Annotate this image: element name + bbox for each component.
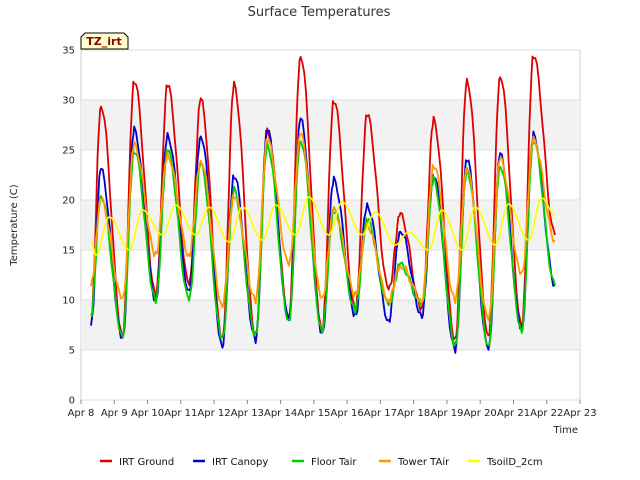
x-tick-label: Apr 21 — [497, 408, 530, 419]
legend-item: Floor Tair — [292, 457, 357, 468]
legend-label: Tower TAir — [397, 457, 450, 468]
legend-item: IRT Canopy — [193, 457, 268, 468]
series-layer — [90, 55, 556, 354]
x-tick-label: Apr 8 — [68, 408, 95, 419]
chart-title: Surface Temperatures — [248, 5, 391, 20]
x-tick-label: Apr 11 — [164, 408, 197, 419]
tz-irt-badge: TZ_irt — [80, 32, 129, 50]
legend-item: Tower TAir — [379, 457, 450, 468]
y-tick-label: 15 — [62, 246, 75, 257]
x-tick-label: Apr 16 — [331, 408, 364, 419]
y-tick-label: 10 — [62, 296, 75, 307]
series-line-tsoild-2cm — [90, 196, 556, 256]
series-line-tower-tair — [90, 133, 556, 322]
legend-item: IRT Ground — [100, 457, 174, 468]
x-tick-label: Apr 15 — [297, 408, 330, 419]
legend-label: IRT Ground — [119, 457, 174, 468]
x-tick-label: Apr 20 — [464, 408, 497, 419]
y-tick-label: 25 — [62, 146, 75, 157]
x-tick-label: Apr 18 — [397, 408, 430, 419]
x-tick-label: Apr 10 — [131, 408, 164, 419]
x-tick-label: Apr 17 — [364, 408, 397, 419]
x-tick-label: Apr 9 — [101, 408, 128, 419]
y-tick-label: 35 — [62, 46, 75, 57]
badge-label: TZ_irt — [86, 35, 121, 48]
legend-label: TsoilD_2cm — [486, 457, 543, 468]
y-tick-label: 5 — [69, 346, 75, 357]
legend: IRT Ground IRT Canopy Floor Tair Tower TAir… — [100, 457, 543, 468]
y-axis-ticks: 0 5 10 15 20 25 30 35 — [62, 46, 75, 407]
x-axis-ticks: Apr 8 Apr 9 Apr 10 Apr 11 Apr 12 Apr 13 Apr 14… — [68, 400, 597, 419]
grid-band-0 — [81, 300, 580, 350]
y-tick-label: 0 — [69, 396, 75, 407]
y-tick-label: 20 — [62, 196, 75, 207]
x-axis-title: Time — [553, 425, 578, 436]
x-tick-label: Apr 12 — [197, 408, 230, 419]
legend-item: TsoilD_2cm — [468, 457, 543, 468]
legend-label: Floor Tair — [311, 457, 357, 468]
y-tick-label: 30 — [62, 96, 75, 107]
x-tick-label: Apr 23 — [563, 408, 596, 419]
legend-label: IRT Canopy — [212, 457, 268, 468]
x-tick-label: Apr 13 — [231, 408, 264, 419]
x-tick-label: Apr 22 — [530, 408, 563, 419]
x-tick-label: Apr 14 — [264, 408, 297, 419]
x-tick-label: Apr 19 — [430, 408, 463, 419]
y-axis-title: Temperature (C) — [9, 184, 20, 266]
